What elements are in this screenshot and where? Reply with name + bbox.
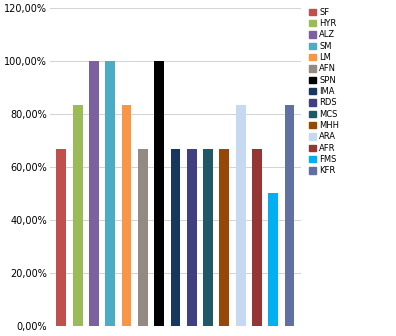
Bar bbox=[187, 149, 197, 326]
Bar bbox=[138, 149, 148, 326]
Bar bbox=[252, 149, 262, 326]
Bar bbox=[268, 194, 278, 326]
Bar bbox=[89, 61, 99, 326]
Bar bbox=[203, 149, 213, 326]
Bar bbox=[105, 61, 115, 326]
Bar bbox=[154, 61, 164, 326]
Bar bbox=[171, 149, 180, 326]
Bar bbox=[122, 105, 131, 326]
Legend: SF, HYR, ALZ, SM, LM, AFN, SPN, IMA, RDS, MCS, MHH, ARA, AFR, FMS, KFR: SF, HYR, ALZ, SM, LM, AFN, SPN, IMA, RDS… bbox=[308, 6, 341, 177]
Bar bbox=[285, 105, 295, 326]
Bar bbox=[57, 149, 66, 326]
Bar bbox=[73, 105, 82, 326]
Bar bbox=[236, 105, 246, 326]
Bar bbox=[219, 149, 229, 326]
